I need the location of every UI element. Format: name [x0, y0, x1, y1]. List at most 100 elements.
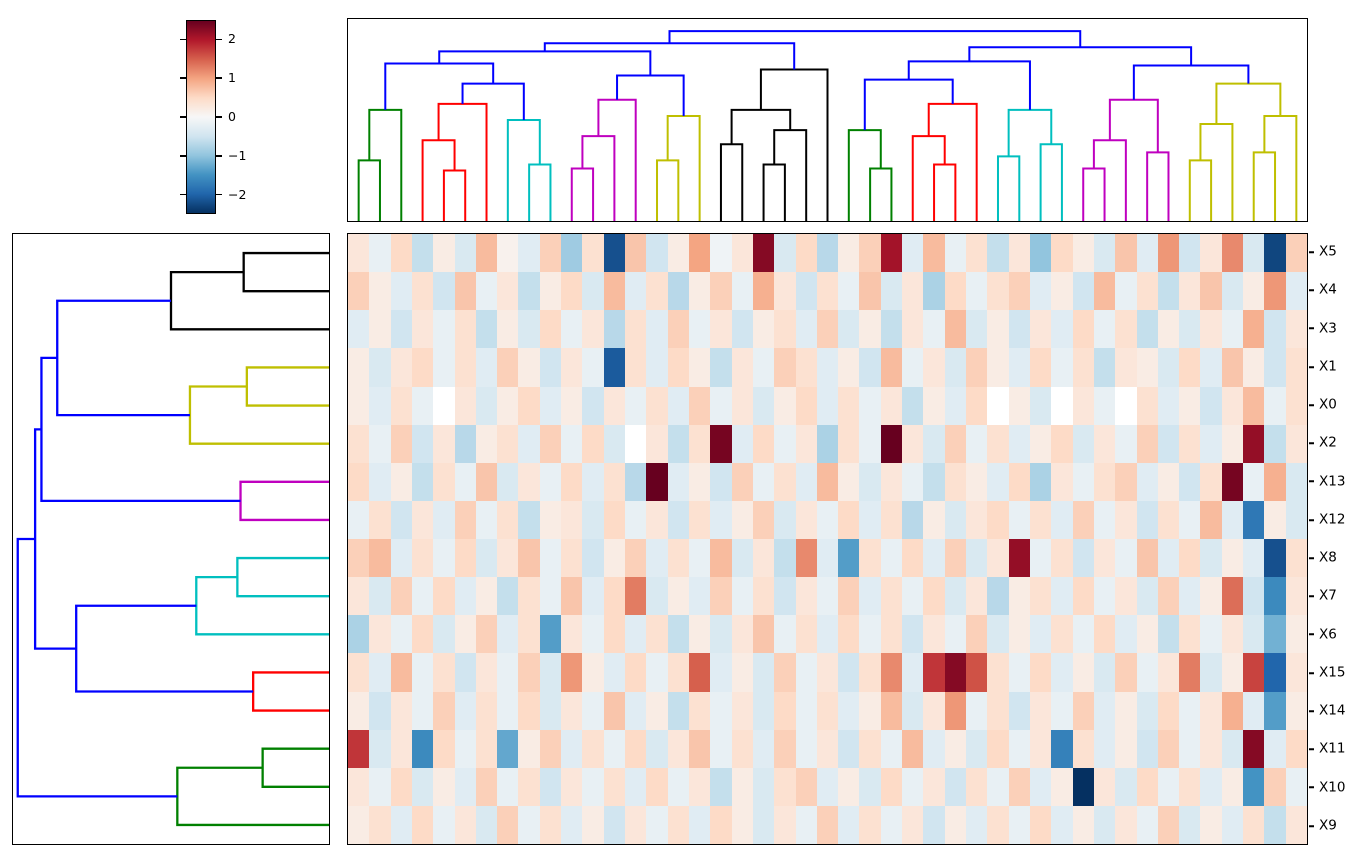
heatmap-cell [1008, 767, 1030, 806]
heatmap-cell [433, 539, 455, 578]
heatmap-cell [667, 272, 689, 311]
heatmap-cell [1200, 310, 1222, 349]
heatmap-cell [454, 500, 476, 539]
heatmap-cell [1243, 310, 1265, 349]
heatmap-cell [390, 615, 412, 654]
heatmap-cell [475, 500, 498, 539]
heatmap-cell [880, 462, 903, 501]
heatmap-cell [625, 577, 647, 616]
heatmap-cell [1157, 577, 1180, 616]
heatmap-cell [923, 615, 945, 654]
heatmap-cell [582, 539, 604, 578]
heatmap-cell [774, 805, 796, 844]
heatmap-cell [454, 348, 476, 387]
heatmap-cell [603, 424, 626, 463]
heatmap-cell [1285, 577, 1307, 616]
heatmap-cell [1072, 653, 1094, 692]
heatmap-cell [752, 577, 775, 616]
heatmap-cell [1200, 653, 1222, 692]
heatmap-cell [433, 386, 455, 425]
heatmap-cell [1157, 310, 1180, 349]
colorbar-tick [180, 38, 186, 41]
heatmap-cell [561, 615, 583, 654]
heatmap-cell [1264, 234, 1286, 273]
heatmap-cell [731, 767, 753, 806]
heatmap-cell [1285, 234, 1307, 273]
heatmap-cell [582, 805, 604, 844]
heatmap-cell [774, 500, 796, 539]
heatmap-cell [1051, 615, 1073, 654]
dendrogram-link [506, 119, 541, 221]
heatmap-cell [710, 234, 732, 273]
heatmap-cell [1072, 424, 1094, 463]
heatmap-cell [433, 805, 455, 844]
dendrogram-link [242, 251, 329, 293]
dendrogram-link [357, 159, 381, 221]
heatmap-cell [1243, 500, 1265, 539]
heatmap-cell [1243, 272, 1265, 311]
heatmap-cell [582, 500, 604, 539]
heatmap-cell [1115, 653, 1137, 692]
heatmap-cell [625, 424, 647, 463]
heatmap-cell [667, 386, 689, 425]
heatmap-cell [838, 577, 860, 616]
heatmap-cell [923, 234, 945, 273]
heatmap-cell [561, 234, 583, 273]
heatmap-cell [966, 386, 988, 425]
row-label: X10 [1309, 780, 1345, 795]
row-tick-mark [1309, 595, 1314, 598]
heatmap-cell [774, 577, 796, 616]
heatmap-cell [603, 767, 626, 806]
row-dendrogram-svg [16, 251, 329, 827]
heatmap-cell [1051, 500, 1073, 539]
heatmap-cell [1200, 691, 1222, 730]
heatmap-cell [1243, 615, 1265, 654]
heatmap-cell [859, 539, 881, 578]
row-label: X2 [1309, 436, 1337, 451]
heatmap-cell [1285, 539, 1307, 578]
heatmap-cell [1008, 539, 1030, 578]
colorbar-tick-label: 1 [228, 69, 236, 85]
heatmap-cell [1072, 272, 1094, 311]
heatmap-cell [902, 729, 924, 768]
dendrogram-link [933, 163, 957, 221]
heatmap-cell [838, 729, 860, 768]
heatmap-cell [859, 424, 881, 463]
heatmap-cell [987, 767, 1009, 806]
heatmap-cell [625, 767, 647, 806]
dendrogram-link [239, 480, 329, 522]
heatmap-cell [1051, 272, 1073, 311]
heatmap-cell [518, 805, 540, 844]
heatmap-cell [880, 348, 903, 387]
heatmap-cell [1285, 500, 1307, 539]
dendrogram-link [252, 671, 329, 712]
heatmap-cell [1051, 805, 1073, 844]
heatmap-cell [816, 272, 839, 311]
row-label-text: X14 [1319, 702, 1346, 719]
row-label: X3 [1309, 321, 1337, 336]
heatmap-cell [369, 539, 391, 578]
heatmap-cell [582, 310, 604, 349]
heatmap-cell [966, 272, 988, 311]
heatmap-cell [987, 234, 1009, 273]
heatmap-cell [1029, 653, 1052, 692]
heatmap-cell [880, 577, 903, 616]
heatmap-cell [390, 462, 412, 501]
heatmap-cell [369, 729, 391, 768]
heatmap-cell [582, 386, 604, 425]
heatmap-cell [1008, 615, 1030, 654]
heatmap-cell [625, 500, 647, 539]
heatmap-cell [561, 653, 583, 692]
heatmap-cell [1264, 691, 1286, 730]
heatmap-cell [880, 310, 903, 349]
dendrogram-link [1092, 139, 1127, 221]
heatmap-cell [518, 691, 540, 730]
heatmap-cell [411, 462, 434, 501]
heatmap-cell [497, 577, 519, 616]
dendrogram-link [759, 68, 829, 221]
heatmap-cell [1029, 310, 1052, 349]
heatmap-cell [1221, 310, 1244, 349]
heatmap-cell [1179, 424, 1201, 463]
heatmap-cell [433, 615, 455, 654]
